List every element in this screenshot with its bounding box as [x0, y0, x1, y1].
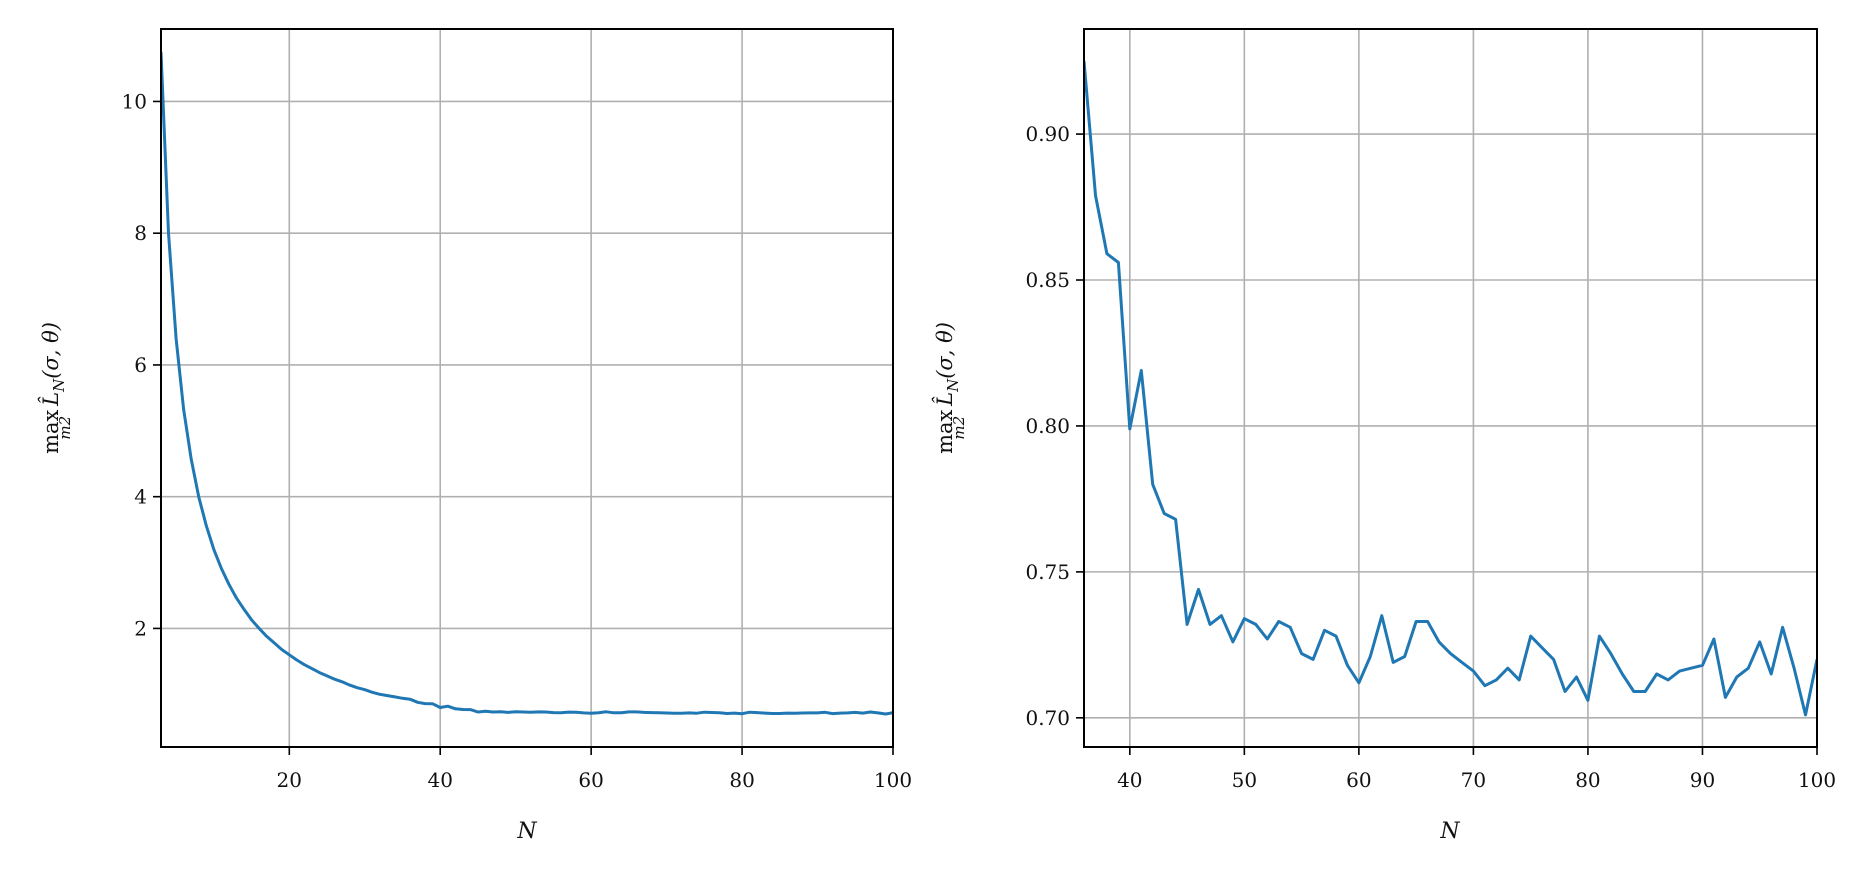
left-x-axis-label: N	[516, 819, 537, 844]
axes-frame	[1083, 28, 1818, 748]
x-tick-label: 90	[1690, 768, 1715, 792]
left-chart: maxm2L̂N(σ, θ) N 20 40 60 80 100 2 4 6 8 10	[39, 28, 912, 844]
y-tick-label: 0.85	[1025, 268, 1070, 292]
y-tick-label: 4	[134, 485, 147, 509]
y-tick-label: 0.80	[1025, 414, 1070, 438]
right-chart: maxm2L̂N(σ, θ) N 40 50 60 70 80 90 100 0.70 0.75…	[933, 28, 1836, 844]
plot-area	[161, 29, 893, 747]
y-tick-label: 0.75	[1025, 560, 1070, 584]
x-tick-label: 100	[1798, 768, 1836, 792]
x-tick-label: 80	[729, 768, 754, 792]
x-tick-label: 70	[1461, 768, 1486, 792]
x-tick-label: 60	[578, 768, 603, 792]
x-tick-label: 50	[1232, 768, 1257, 792]
right-y-axis-label: maxm2L̂N(σ, θ)	[933, 322, 968, 454]
axes-frame	[160, 28, 894, 748]
x-tick-label: 40	[1117, 768, 1142, 792]
y-tick-label: 0.90	[1025, 122, 1070, 146]
y-tick-label: 2	[134, 616, 147, 640]
left-y-axis-label: maxm2L̂N(σ, θ)	[39, 322, 74, 454]
y-tick-label: 0.70	[1025, 706, 1070, 730]
x-tick-label: 20	[277, 768, 302, 792]
x-tick-label: 100	[874, 768, 912, 792]
plot-area	[1084, 29, 1817, 747]
right-x-axis-label: N	[1439, 819, 1460, 844]
x-tick-label: 40	[427, 768, 452, 792]
y-tick-label: 8	[134, 221, 147, 245]
y-tick-label: 6	[134, 353, 147, 377]
y-tick-label: 10	[122, 89, 147, 113]
x-tick-label: 60	[1346, 768, 1371, 792]
data-line	[161, 52, 893, 716]
x-tick-label: 80	[1575, 768, 1600, 792]
